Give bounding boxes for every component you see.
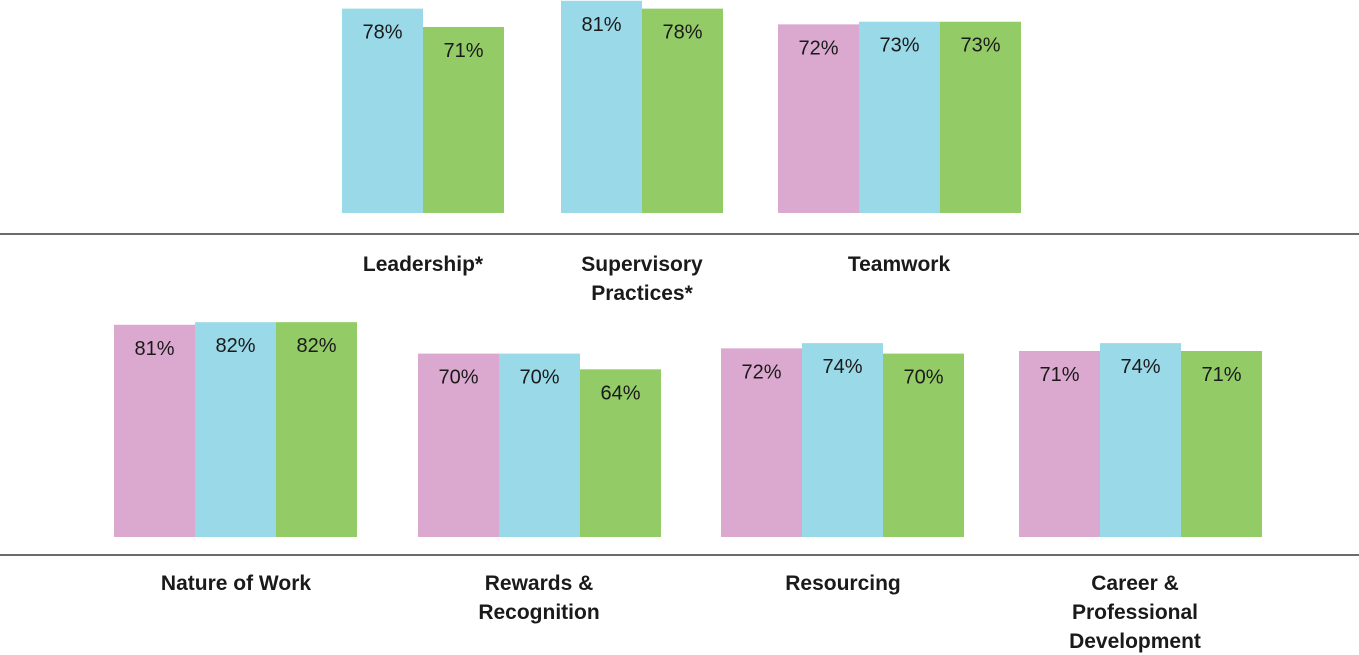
data-label-rewards-recognition-2: 70% bbox=[519, 367, 559, 389]
bar-leadership-1 bbox=[342, 8, 423, 214]
data-label-teamwork-1: 72% bbox=[798, 37, 838, 59]
bar-resourcing-3 bbox=[883, 353, 964, 537]
bar-resourcing-2 bbox=[802, 343, 883, 537]
bar-teamwork-2 bbox=[859, 21, 940, 213]
bar-resourcing-1 bbox=[721, 348, 802, 537]
bar-supervisory-practices-2 bbox=[642, 8, 723, 214]
category-label-resourcing: Resourcing bbox=[785, 572, 901, 595]
bar-nature-of-work-1 bbox=[114, 324, 195, 537]
bar-rewards-recognition-2 bbox=[499, 353, 580, 537]
data-label-career-development-2: 74% bbox=[1120, 356, 1160, 378]
data-label-nature-of-work-1: 81% bbox=[134, 338, 174, 360]
bar-nature-of-work-3 bbox=[276, 322, 357, 537]
bar-group-resourcing: 72% 74% 70% bbox=[721, 343, 964, 537]
data-label-teamwork-3: 73% bbox=[960, 35, 1000, 57]
category-label-teamwork: Teamwork bbox=[848, 253, 951, 276]
data-label-resourcing-1: 72% bbox=[741, 361, 781, 383]
data-label-supervisory-practices-1: 81% bbox=[581, 14, 621, 36]
bar-rewards-recognition-3 bbox=[580, 369, 661, 537]
category-label-career-development: Career & Professional Development bbox=[1069, 572, 1201, 653]
category-label-leadership: Leadership* bbox=[363, 253, 484, 276]
data-label-nature-of-work-2: 82% bbox=[215, 335, 255, 357]
bar-career-development-1 bbox=[1019, 350, 1100, 537]
data-label-rewards-recognition-3: 64% bbox=[600, 382, 640, 404]
data-label-teamwork-2: 73% bbox=[879, 35, 919, 57]
category-label-nature-of-work: Nature of Work bbox=[161, 572, 311, 595]
bar-teamwork-1 bbox=[778, 24, 859, 213]
bar-career-development-3 bbox=[1181, 350, 1262, 537]
bar-group-rewards-recognition: 70% 70% 64% bbox=[418, 353, 661, 537]
data-label-supervisory-practices-2: 78% bbox=[662, 22, 702, 44]
data-label-resourcing-2: 74% bbox=[822, 356, 862, 378]
data-label-career-development-3: 71% bbox=[1201, 364, 1241, 386]
bar-rewards-recognition-1 bbox=[418, 353, 499, 537]
bar-group-teamwork: 72% 73% 73% bbox=[778, 21, 1021, 213]
bar-group-career-development: 71% 74% 71% bbox=[1019, 343, 1262, 537]
bar-group-leadership: 78% 71% bbox=[342, 8, 504, 214]
bar-leadership-2 bbox=[423, 26, 504, 214]
bar-teamwork-3 bbox=[940, 21, 1021, 213]
category-label-rewards-recognition: Rewards & Recognition bbox=[478, 572, 599, 624]
data-label-nature-of-work-3: 82% bbox=[296, 335, 336, 357]
chart-panel-top: 78% 71% Leadership* 81% 78% Supervisory Practi… bbox=[0, 0, 1359, 305]
data-label-leadership-2: 71% bbox=[443, 40, 483, 62]
data-label-resourcing-3: 70% bbox=[903, 367, 943, 389]
data-label-career-development-1: 71% bbox=[1039, 364, 1079, 386]
bar-group-nature-of-work: 81% 82% 82% bbox=[114, 322, 357, 537]
bar-supervisory-practices-1 bbox=[561, 0, 642, 214]
data-label-rewards-recognition-1: 70% bbox=[438, 367, 478, 389]
bar-career-development-2 bbox=[1100, 343, 1181, 537]
data-label-leadership-1: 78% bbox=[362, 22, 402, 44]
category-label-supervisory-practices: Supervisory Practices* bbox=[581, 253, 703, 305]
bar-nature-of-work-2 bbox=[195, 322, 276, 537]
bar-group-supervisory-practices: 81% 78% bbox=[561, 0, 723, 214]
chart-panel-bottom: 81% 82% 82% Nature of Work 70% 70% 64% Rewards … bbox=[0, 322, 1359, 653]
